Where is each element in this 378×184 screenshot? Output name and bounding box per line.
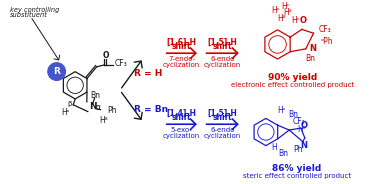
Text: [1,5]-H: [1,5]-H: [208, 37, 237, 46]
Text: Bn: Bn: [306, 54, 316, 63]
Text: Hᶜ: Hᶜ: [281, 2, 290, 11]
Text: O: O: [300, 121, 307, 130]
Text: Bn: Bn: [288, 110, 298, 119]
Text: cyclization: cyclization: [204, 62, 241, 68]
Text: R: R: [53, 67, 60, 76]
Text: O: O: [102, 51, 109, 60]
Text: cyclization: cyclization: [163, 62, 200, 68]
Text: Bn: Bn: [278, 149, 288, 158]
Text: 5-exo-: 5-exo-: [171, 127, 192, 133]
Text: CF₃: CF₃: [318, 25, 331, 34]
Circle shape: [48, 63, 65, 80]
Text: 6-endo: 6-endo: [211, 127, 235, 133]
Text: Hᶜ: Hᶜ: [291, 16, 299, 25]
Text: Hᶞ: Hᶞ: [277, 14, 286, 23]
Text: Bn: Bn: [91, 91, 101, 100]
Text: 90% yield: 90% yield: [268, 73, 317, 82]
Text: key controlling: key controlling: [10, 6, 59, 13]
Text: CF₃: CF₃: [114, 59, 127, 68]
Text: N: N: [300, 141, 307, 150]
Text: Hᶝ: Hᶝ: [61, 108, 70, 117]
Text: CF₃: CF₃: [292, 117, 305, 126]
Text: shift: shift: [172, 113, 192, 122]
Text: Hᶞ: Hᶞ: [283, 8, 292, 17]
Text: [1,6]-H: [1,6]-H: [167, 37, 197, 46]
Text: 6-endo: 6-endo: [211, 56, 235, 62]
Text: H: H: [272, 143, 277, 152]
Text: R = H: R = H: [133, 69, 162, 78]
Text: ᵒPh: ᵒPh: [320, 37, 333, 45]
Text: cyclization: cyclization: [163, 133, 200, 139]
Text: Hᶝ: Hᶝ: [271, 6, 280, 15]
Text: steric effect controlled product: steric effect controlled product: [243, 173, 351, 179]
Text: β: β: [67, 101, 71, 107]
Text: N: N: [310, 44, 317, 53]
Text: [1,5]-H: [1,5]-H: [208, 108, 237, 117]
Text: N: N: [89, 102, 96, 111]
Text: 7-endo-: 7-endo-: [168, 56, 195, 62]
Text: Ph: Ph: [107, 106, 117, 115]
Text: R = Bn: R = Bn: [133, 105, 168, 114]
Text: electronic effect controlled product: electronic effect controlled product: [231, 82, 354, 88]
Text: substituent: substituent: [10, 12, 48, 18]
Text: Hᶞ: Hᶞ: [99, 116, 108, 125]
Text: Hᶞ: Hᶞ: [297, 125, 306, 134]
Text: shift: shift: [172, 42, 192, 51]
Text: shift: shift: [213, 113, 232, 122]
Text: α: α: [96, 103, 101, 112]
Text: cyclization: cyclization: [204, 133, 241, 139]
Text: Hᶝ: Hᶝ: [277, 106, 286, 115]
Text: shift: shift: [213, 42, 232, 51]
Text: Ph: Ph: [293, 145, 303, 154]
Text: 86% yield: 86% yield: [273, 164, 322, 173]
Text: [1,4]-H: [1,4]-H: [167, 108, 197, 117]
Text: O: O: [299, 17, 306, 25]
